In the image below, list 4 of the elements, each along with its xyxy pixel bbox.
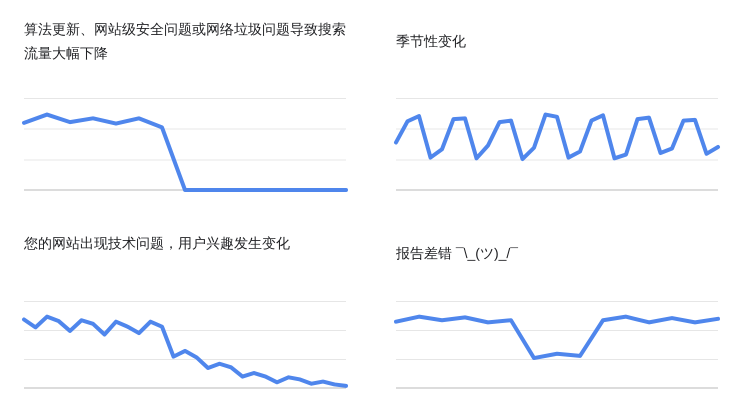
chart-title: 季节性变化 [396, 32, 467, 51]
chart-title: 算法更新、网站级安全问题或网络垃圾问题导致搜索流量大幅下降 [24, 20, 347, 63]
chart-title: 您的网站出现技术问题，用户兴趣发生变化 [24, 234, 291, 253]
chart-title: 报告差错 ¯\_(ツ)_/¯ [396, 244, 520, 263]
